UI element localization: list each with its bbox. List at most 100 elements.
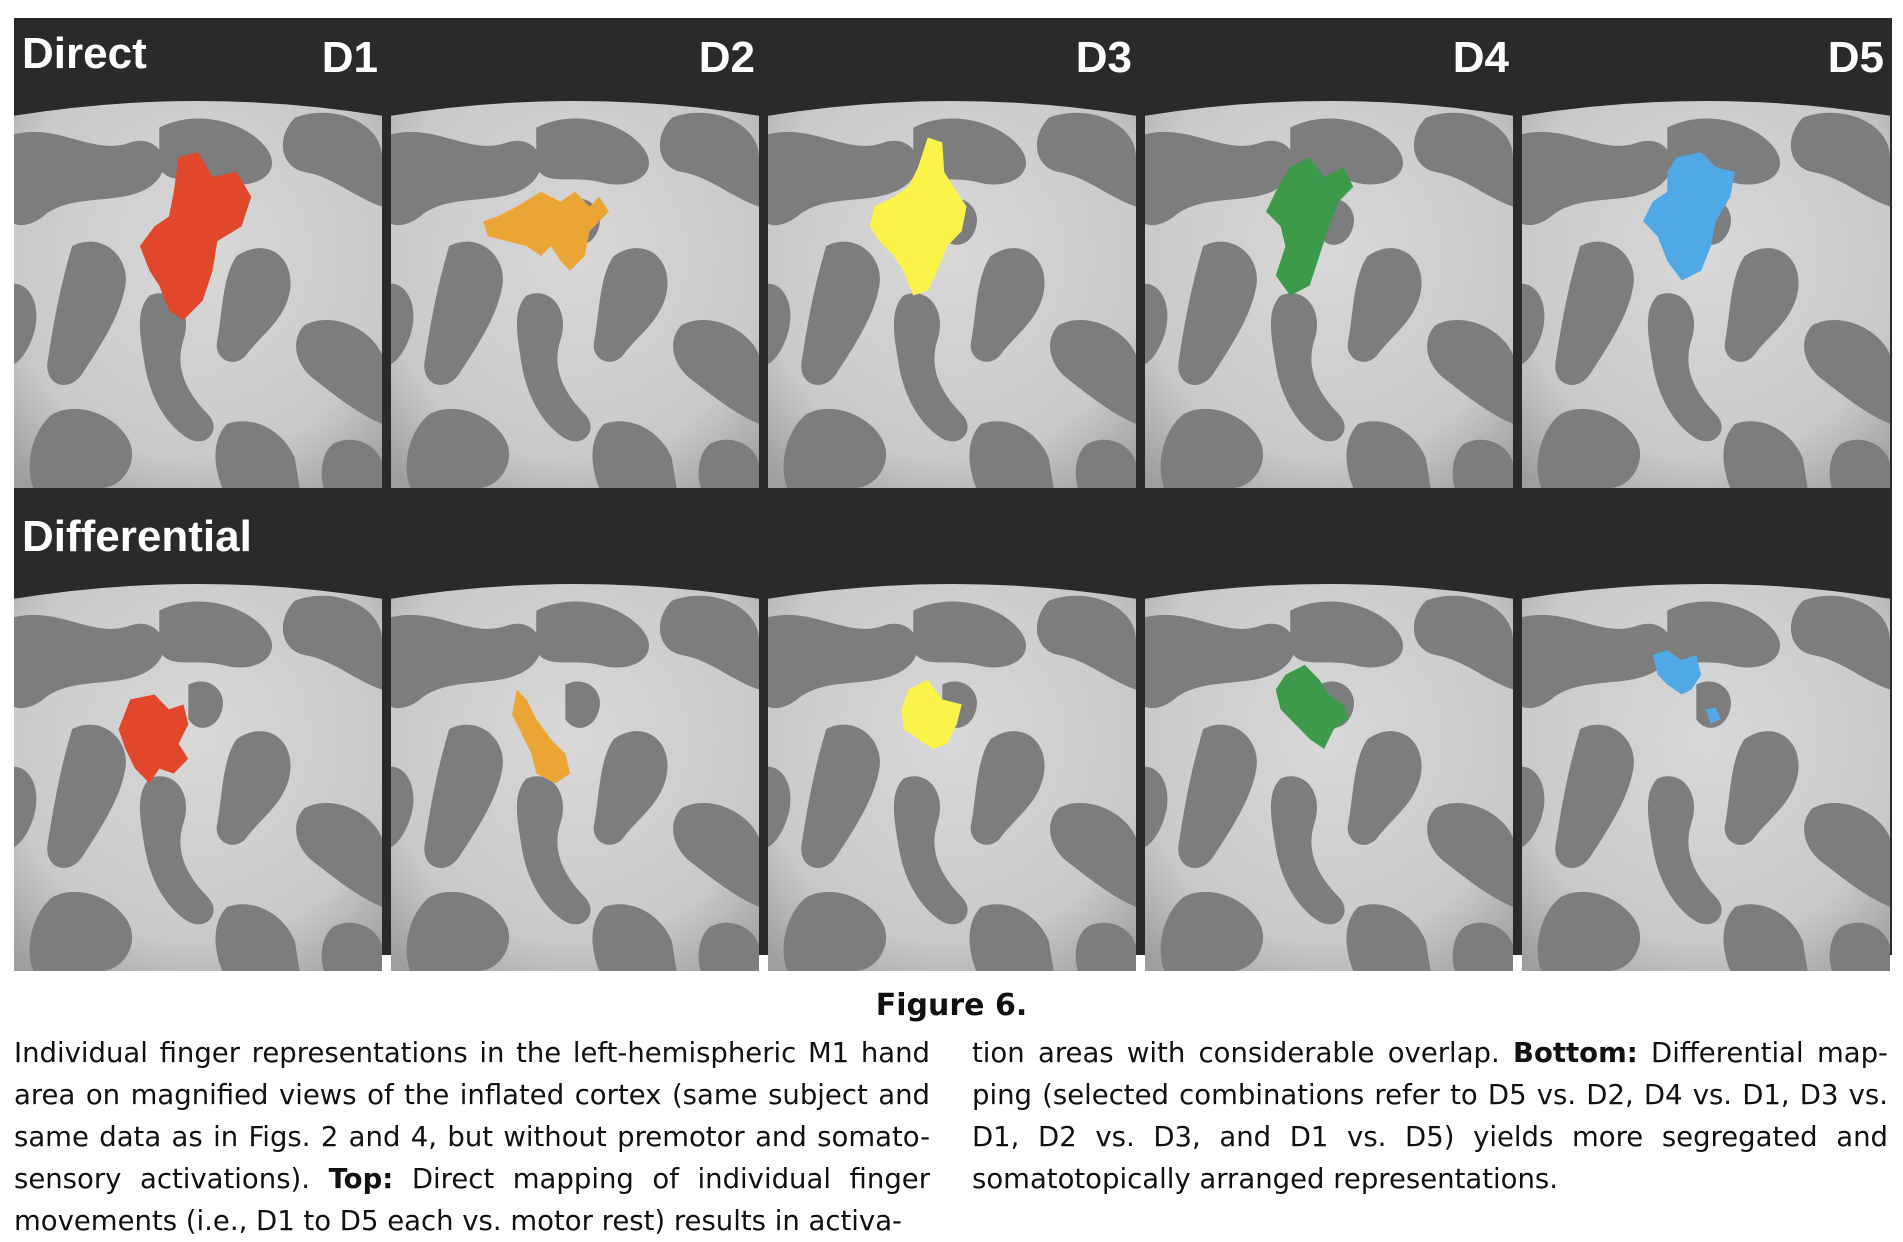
cortex-panel-direct-d1 xyxy=(14,98,382,488)
caption-right-column: tion areas with considerable overlap. Bo… xyxy=(972,1032,1888,1200)
brain-mapping-figure: Direct Differential D1 D2 D3 D4 D5 xyxy=(14,18,1892,971)
sulcus-region xyxy=(14,766,37,847)
row-label-differential: Differential xyxy=(22,512,252,561)
sulcus-region xyxy=(1160,891,1264,971)
sulcus-region xyxy=(1804,802,1890,907)
sulcus-region xyxy=(768,766,791,847)
caption-bold-label: Top: xyxy=(328,1163,394,1195)
sulcus-region xyxy=(1452,439,1513,488)
caption-line: same data as in Figs. 2 and 4, but witho… xyxy=(14,1121,930,1153)
cortex-panel-direct-d5 xyxy=(1522,98,1890,488)
sulcus-region xyxy=(801,241,880,385)
sulcus-region xyxy=(1347,731,1422,845)
sulcus-region xyxy=(216,731,291,845)
sulcus-region xyxy=(1346,904,1431,971)
sulcus-region xyxy=(1696,681,1731,728)
sulcus-region xyxy=(1647,776,1722,925)
sulcus-region xyxy=(1522,283,1545,364)
sulcus-region xyxy=(913,601,1027,668)
sulcus-region xyxy=(565,681,600,728)
sulcus-region xyxy=(14,131,164,225)
column-label-d4: D4 xyxy=(1452,33,1509,82)
sulcus-region xyxy=(29,891,133,971)
caption-bold-label: Bottom: xyxy=(1513,1037,1638,1069)
cortex-panel-direct-d2 xyxy=(391,98,759,488)
sulcus-region xyxy=(1829,439,1890,488)
sulcus-region xyxy=(391,131,541,225)
sulcus-region xyxy=(296,802,382,907)
sulcus-region xyxy=(14,614,164,708)
sulcus-region xyxy=(1537,891,1641,971)
sulcus-region xyxy=(593,248,668,362)
sulcus-region xyxy=(893,293,968,442)
sulcus-region xyxy=(139,293,214,442)
sulcus-region xyxy=(1724,731,1799,845)
sulcus-region xyxy=(783,891,887,971)
sulcus-region xyxy=(29,408,133,488)
sulcus-region xyxy=(1829,922,1890,971)
caption-text: tion areas with considerable overlap. xyxy=(972,1037,1514,1069)
column-label-d2: D2 xyxy=(698,33,755,82)
sulcus-region xyxy=(1804,319,1890,424)
caption-line: area on magnified views of the inflated … xyxy=(14,1079,930,1111)
activation-d5 xyxy=(1652,650,1721,725)
sulcus-region xyxy=(14,283,37,364)
sulcus-region xyxy=(673,802,759,907)
sulcus-region xyxy=(1178,724,1257,868)
sulcus-region xyxy=(391,283,414,364)
figure-title: Figure 6. xyxy=(875,988,1028,1023)
cortex-panel-differential-d2 xyxy=(391,581,759,971)
sulcus-region xyxy=(1790,595,1890,690)
sulcus-region xyxy=(1075,922,1136,971)
sulcus-region xyxy=(1145,766,1168,847)
sulcus-region xyxy=(406,408,510,488)
caption-line: tion areas with considerable overlap. Bo… xyxy=(972,1032,1888,1074)
sulcus-region xyxy=(1050,802,1136,907)
caption-line: ping (selected combinations refer to D5 … xyxy=(972,1079,1888,1111)
activation-d2 xyxy=(483,191,609,271)
sulcus-region xyxy=(768,614,918,708)
cortex-panel-differential-d1 xyxy=(14,581,382,971)
activation-d4 xyxy=(1266,157,1354,296)
sulcus-region xyxy=(216,248,291,362)
sulcus-region xyxy=(47,241,126,385)
sulcus-region xyxy=(698,439,759,488)
sulcus-region xyxy=(282,112,382,207)
sulcus-region xyxy=(1270,293,1345,442)
sulcus-region xyxy=(1036,595,1136,690)
sulcus-region xyxy=(970,248,1045,362)
caption-line: movements (i.e., D1 to D5 each vs. motor… xyxy=(14,1205,902,1237)
sulcus-region xyxy=(1522,766,1545,847)
activation-d2 xyxy=(512,689,571,784)
sulcus-region xyxy=(673,319,759,424)
sulcus-region xyxy=(159,601,273,668)
sulcus-region xyxy=(1270,776,1345,925)
sulcus-region xyxy=(1160,408,1264,488)
activation-d1 xyxy=(118,694,189,784)
sulcus-region xyxy=(592,421,677,488)
sulcus-region xyxy=(1413,112,1513,207)
sulcus-region xyxy=(1723,904,1808,971)
sulcus-region xyxy=(1452,922,1513,971)
sulcus-region xyxy=(1145,614,1295,708)
column-label-d1: D1 xyxy=(321,33,378,82)
cortex-panel-differential-d3 xyxy=(768,581,1136,971)
sulcus-region xyxy=(1413,595,1513,690)
caption-line: sensory activations). Top: Direct mappin… xyxy=(14,1158,930,1200)
sulcus-region xyxy=(1036,112,1136,207)
sulcus-region xyxy=(1667,601,1781,668)
sulcus-region xyxy=(424,241,503,385)
sulcus-region xyxy=(969,904,1054,971)
sulcus-region xyxy=(768,131,918,225)
sulcus-region xyxy=(1724,248,1799,362)
sulcus-region xyxy=(536,601,650,668)
activation-d4 xyxy=(1275,664,1349,749)
column-label-d5: D5 xyxy=(1827,33,1884,82)
cortex-panel-direct-d3 xyxy=(768,98,1136,488)
caption-line: somatotopically arranged representations… xyxy=(972,1163,1558,1195)
sulcus-region xyxy=(321,922,382,971)
sulcus-region xyxy=(1647,293,1722,442)
sulcus-region xyxy=(659,112,759,207)
sulcus-region xyxy=(321,439,382,488)
sulcus-region xyxy=(1537,408,1641,488)
